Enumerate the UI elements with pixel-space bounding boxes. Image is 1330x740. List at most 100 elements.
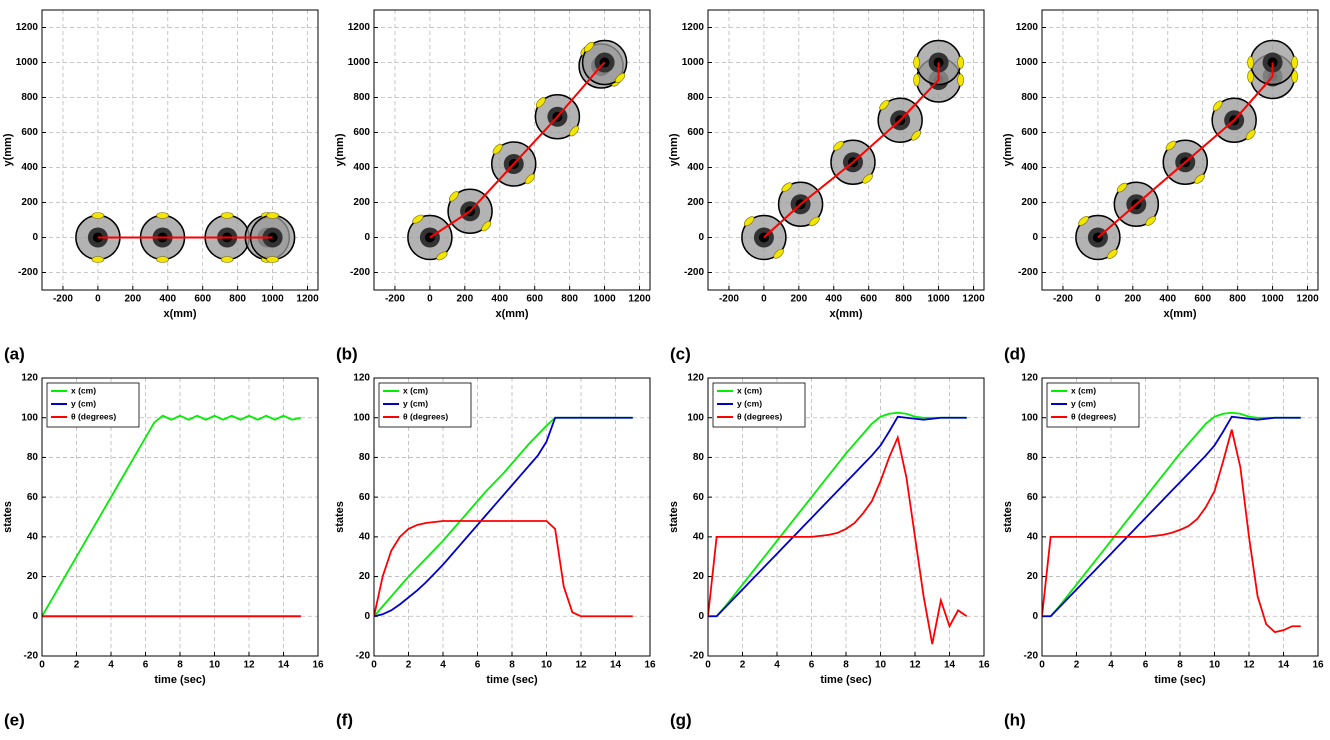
robot-wheel — [156, 256, 169, 263]
plot-content — [741, 39, 964, 261]
robot-wheel — [957, 56, 964, 69]
x-tick-label: 10 — [541, 660, 553, 671]
y-tick-label: -20 — [24, 651, 39, 662]
x-tick-label: 200 — [790, 294, 807, 305]
x-axis-label: time (sec) — [1154, 674, 1206, 686]
y-tick-label: 0 — [32, 611, 38, 622]
x-tick-label: 600 — [194, 294, 211, 305]
y-tick-label: 0 — [1032, 611, 1038, 622]
x-tick-label: 16 — [1312, 660, 1324, 671]
y-tick-label: 100 — [353, 412, 370, 423]
legend-label: x (cm) — [1071, 385, 1096, 395]
y-tick-label: 40 — [359, 531, 371, 542]
y-tick-label: 0 — [364, 611, 370, 622]
y-tick-label: 40 — [27, 531, 39, 542]
robot-wheel — [743, 216, 755, 227]
y-axis-label: y(mm) — [1002, 133, 1014, 166]
robot-wheel — [1212, 100, 1223, 111]
robot-wheel — [220, 256, 234, 263]
y-tick-label: 600 — [21, 127, 38, 138]
x-tick-label: 4 — [108, 660, 114, 671]
y-tick-label: 120 — [687, 373, 704, 384]
x-tick-label: 4 — [1108, 660, 1114, 671]
series-line — [374, 416, 633, 618]
axes-frame — [1041, 377, 1319, 657]
x-axis-label: x(mm) — [163, 308, 196, 320]
axes-frame — [707, 377, 985, 657]
x-tick-label: 400 — [159, 294, 176, 305]
x-axis-label: time (sec) — [154, 674, 206, 686]
robot-wheel — [1247, 56, 1254, 69]
x-tick-label: 2 — [406, 660, 412, 671]
plot-content — [1075, 39, 1298, 261]
x-tick-label: 800 — [229, 294, 246, 305]
y-axis-label: y(mm) — [334, 133, 346, 166]
series-line — [42, 414, 301, 617]
x-tick-label: 6 — [809, 660, 815, 671]
y-axis-label: states — [1002, 501, 1014, 533]
y-tick-label: -200 — [1018, 267, 1038, 278]
x-tick-label: 14 — [944, 660, 956, 671]
robot-wheel — [583, 41, 595, 53]
series-line — [708, 415, 967, 618]
robot-wheel — [913, 73, 920, 87]
x-tick-label: 16 — [644, 660, 656, 671]
x-tick-label: 200 — [1124, 294, 1141, 305]
legend-label: θ (degrees) — [403, 411, 448, 421]
robot-wheel — [569, 125, 579, 137]
y-tick-label: 100 — [687, 412, 704, 423]
y-tick-label: 60 — [27, 492, 39, 503]
x-tick-label: 1200 — [296, 294, 319, 305]
y-tick-label: 40 — [1027, 531, 1039, 542]
y-tick-label: 600 — [353, 127, 370, 138]
x-tick-label: 4 — [440, 660, 446, 671]
y-tick-label: 60 — [1027, 492, 1039, 503]
trajectory-line — [1097, 62, 1274, 239]
robot-wheel — [1078, 216, 1089, 226]
x-tick-label: 2 — [1074, 660, 1080, 671]
plot-content: x (cm) y (cm) θ (degrees) — [708, 382, 968, 645]
robot-wheel — [436, 251, 448, 261]
panel-label: (d) — [1004, 344, 1026, 363]
panel-label: (a) — [4, 344, 25, 363]
y-tick-label: 1200 — [1016, 22, 1039, 33]
x-tick-label: 200 — [124, 294, 141, 305]
x-tick-label: 2 — [740, 660, 746, 671]
robot-wheel — [156, 212, 169, 219]
x-tick-label: 4 — [774, 660, 780, 671]
x-tick-label: 12 — [243, 660, 255, 671]
x-tick-label: 0 — [1039, 660, 1045, 671]
y-tick-label: 1200 — [16, 22, 39, 33]
y-tick-label: 20 — [27, 571, 39, 582]
series-line — [1042, 429, 1301, 634]
x-tick-label: 0 — [39, 660, 45, 671]
x-tick-label: 0 — [705, 660, 711, 671]
x-tick-label: 1000 — [1261, 294, 1284, 305]
robot-wheel — [781, 182, 793, 192]
legend-label: x (cm) — [403, 385, 428, 395]
y-tick-label: 800 — [353, 92, 370, 103]
x-tick-label: 14 — [610, 660, 622, 671]
x-tick-label: -200 — [385, 294, 405, 305]
robot-wheel — [220, 212, 234, 219]
y-tick-label: 120 — [21, 373, 38, 384]
y-tick-label: -20 — [1024, 651, 1039, 662]
x-tick-label: 6 — [475, 660, 481, 671]
y-tick-label: 80 — [693, 452, 705, 463]
y-tick-label: 200 — [1021, 197, 1038, 208]
x-tick-label: 10 — [209, 660, 221, 671]
panel-label: (b) — [336, 344, 358, 363]
series-line — [374, 520, 633, 618]
x-tick-label: -200 — [53, 294, 73, 305]
y-tick-label: 120 — [353, 373, 370, 384]
panel-label: (g) — [670, 710, 692, 729]
x-tick-label: 6 — [143, 660, 149, 671]
y-tick-label: 800 — [1021, 92, 1038, 103]
x-tick-label: 200 — [456, 294, 473, 305]
series-line — [708, 411, 967, 618]
x-tick-label: 2 — [74, 660, 80, 671]
y-tick-label: 60 — [359, 492, 371, 503]
y-tick-label: 1000 — [16, 57, 39, 68]
y-tick-label: 400 — [21, 162, 38, 173]
